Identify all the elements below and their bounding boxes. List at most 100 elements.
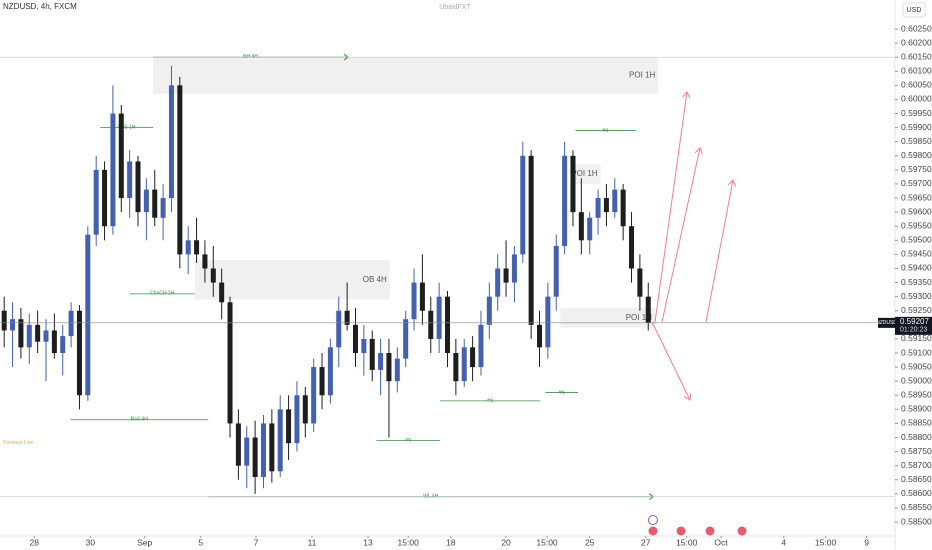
candle-body — [327, 347, 333, 396]
candle-body — [428, 310, 434, 339]
candle-body — [51, 330, 57, 354]
currency-button[interactable] — [902, 2, 926, 18]
y-tick-label: 0.59100 — [901, 347, 932, 357]
x-tick-label: 9 — [864, 537, 869, 547]
event-icon[interactable] — [676, 526, 686, 536]
candle-body — [1, 310, 7, 331]
candle-body — [378, 353, 384, 370]
event-icon[interactable] — [737, 526, 747, 536]
y-tick-label: 0.58950 — [901, 390, 932, 400]
candle-body — [110, 113, 116, 227]
candle-body — [403, 319, 409, 359]
candle-body — [461, 347, 467, 382]
candle-body — [277, 409, 283, 472]
y-tick-label: 0.60250 — [901, 23, 932, 33]
y-tick-label: 0.60050 — [901, 80, 932, 90]
candle-body — [603, 198, 609, 213]
level-label: eq — [487, 398, 493, 404]
candle-body — [152, 189, 158, 218]
currency[interactable]: USD — [907, 7, 922, 14]
y-tick-label: 0.59000 — [901, 375, 932, 385]
candle-body — [18, 319, 24, 348]
candle-body — [419, 282, 425, 311]
y-tick-label: 0.59450 — [901, 249, 932, 259]
y-tick-label: 0.58650 — [901, 474, 932, 484]
candle-body — [495, 268, 501, 297]
y-tick-label: 0.58800 — [901, 432, 932, 442]
x-tick-label: 13 — [363, 537, 373, 547]
symbol-badge — [878, 317, 895, 328]
y-tick-label: 0.59250 — [901, 305, 932, 315]
candle-body — [302, 395, 308, 424]
candle-body — [470, 347, 476, 368]
candle-body — [244, 437, 250, 466]
candle-body — [344, 310, 350, 325]
candle-body — [168, 85, 174, 199]
x-tick-label: 25 — [585, 537, 595, 547]
candle-body — [637, 268, 643, 297]
candle-body — [553, 245, 559, 297]
event-icon[interactable] — [705, 526, 715, 536]
candle-body — [10, 319, 16, 331]
candle-body — [361, 338, 367, 354]
candle-body — [612, 189, 618, 213]
x-tick-label: 15:00 — [536, 537, 558, 547]
candle-body — [578, 212, 584, 241]
candle-body — [26, 324, 32, 348]
candle-body — [143, 189, 149, 213]
candle-body — [194, 240, 200, 255]
y-tick-label: 0.59750 — [901, 164, 932, 174]
candle-body — [386, 353, 392, 382]
level-label: Previous Low — [3, 440, 33, 446]
candle-body — [294, 395, 300, 444]
candle-body — [311, 367, 317, 424]
y-tick-label: 0.58700 — [901, 460, 932, 470]
candle-body — [453, 353, 459, 382]
candle-body — [620, 189, 626, 227]
candle-body — [319, 367, 325, 396]
candle-body — [336, 310, 342, 348]
y-tick-label: 0.58550 — [901, 502, 932, 512]
y-tick-label: 0.58600 — [901, 488, 932, 498]
candle-body — [436, 296, 442, 339]
x-tick-label: 11 — [308, 537, 317, 547]
level-label: ChoCH 1H — [150, 291, 175, 297]
level-label: eq — [603, 127, 609, 133]
candle-body — [269, 423, 275, 472]
y-tick-label: 0.58850 — [901, 418, 932, 428]
y-tick-label: 0.59550 — [901, 220, 932, 230]
symbol-label: NZDUSD — [876, 320, 897, 326]
zone-label: POI 1H — [571, 169, 597, 178]
y-tick-label: 0.59700 — [901, 178, 932, 188]
event-icon[interactable] — [648, 526, 658, 536]
level-label: BoS 1H — [118, 124, 136, 130]
candle-body — [260, 423, 266, 477]
level-label: BoS 4H — [131, 417, 149, 423]
last-price-label: 0.59207 — [900, 317, 929, 326]
zone-label: POI 1H — [626, 313, 652, 322]
candle-body — [286, 409, 292, 444]
arrow — [651, 321, 690, 400]
y-tick-label: 0.59650 — [901, 192, 932, 202]
candle-body — [219, 282, 225, 303]
candle-body — [102, 169, 108, 227]
candle-body — [562, 155, 568, 246]
event-icons — [648, 515, 747, 536]
candle-body — [185, 240, 191, 255]
candle-body — [135, 161, 141, 213]
y-tick-label: 0.58750 — [901, 446, 932, 456]
candle-body — [528, 155, 534, 325]
arrow — [661, 148, 700, 323]
candle-body — [537, 324, 543, 348]
x-tick-label: 20 — [501, 537, 511, 547]
candle-body — [520, 155, 526, 255]
x-tick-label: 15:00 — [676, 537, 698, 547]
y-tick-label: 0.58500 — [901, 516, 932, 526]
candle-body — [68, 310, 74, 337]
event-icon[interactable] — [648, 515, 658, 525]
y-tick-label: 0.59400 — [901, 263, 932, 273]
zone — [153, 57, 659, 94]
watermark: UbaidFXT — [439, 4, 471, 11]
